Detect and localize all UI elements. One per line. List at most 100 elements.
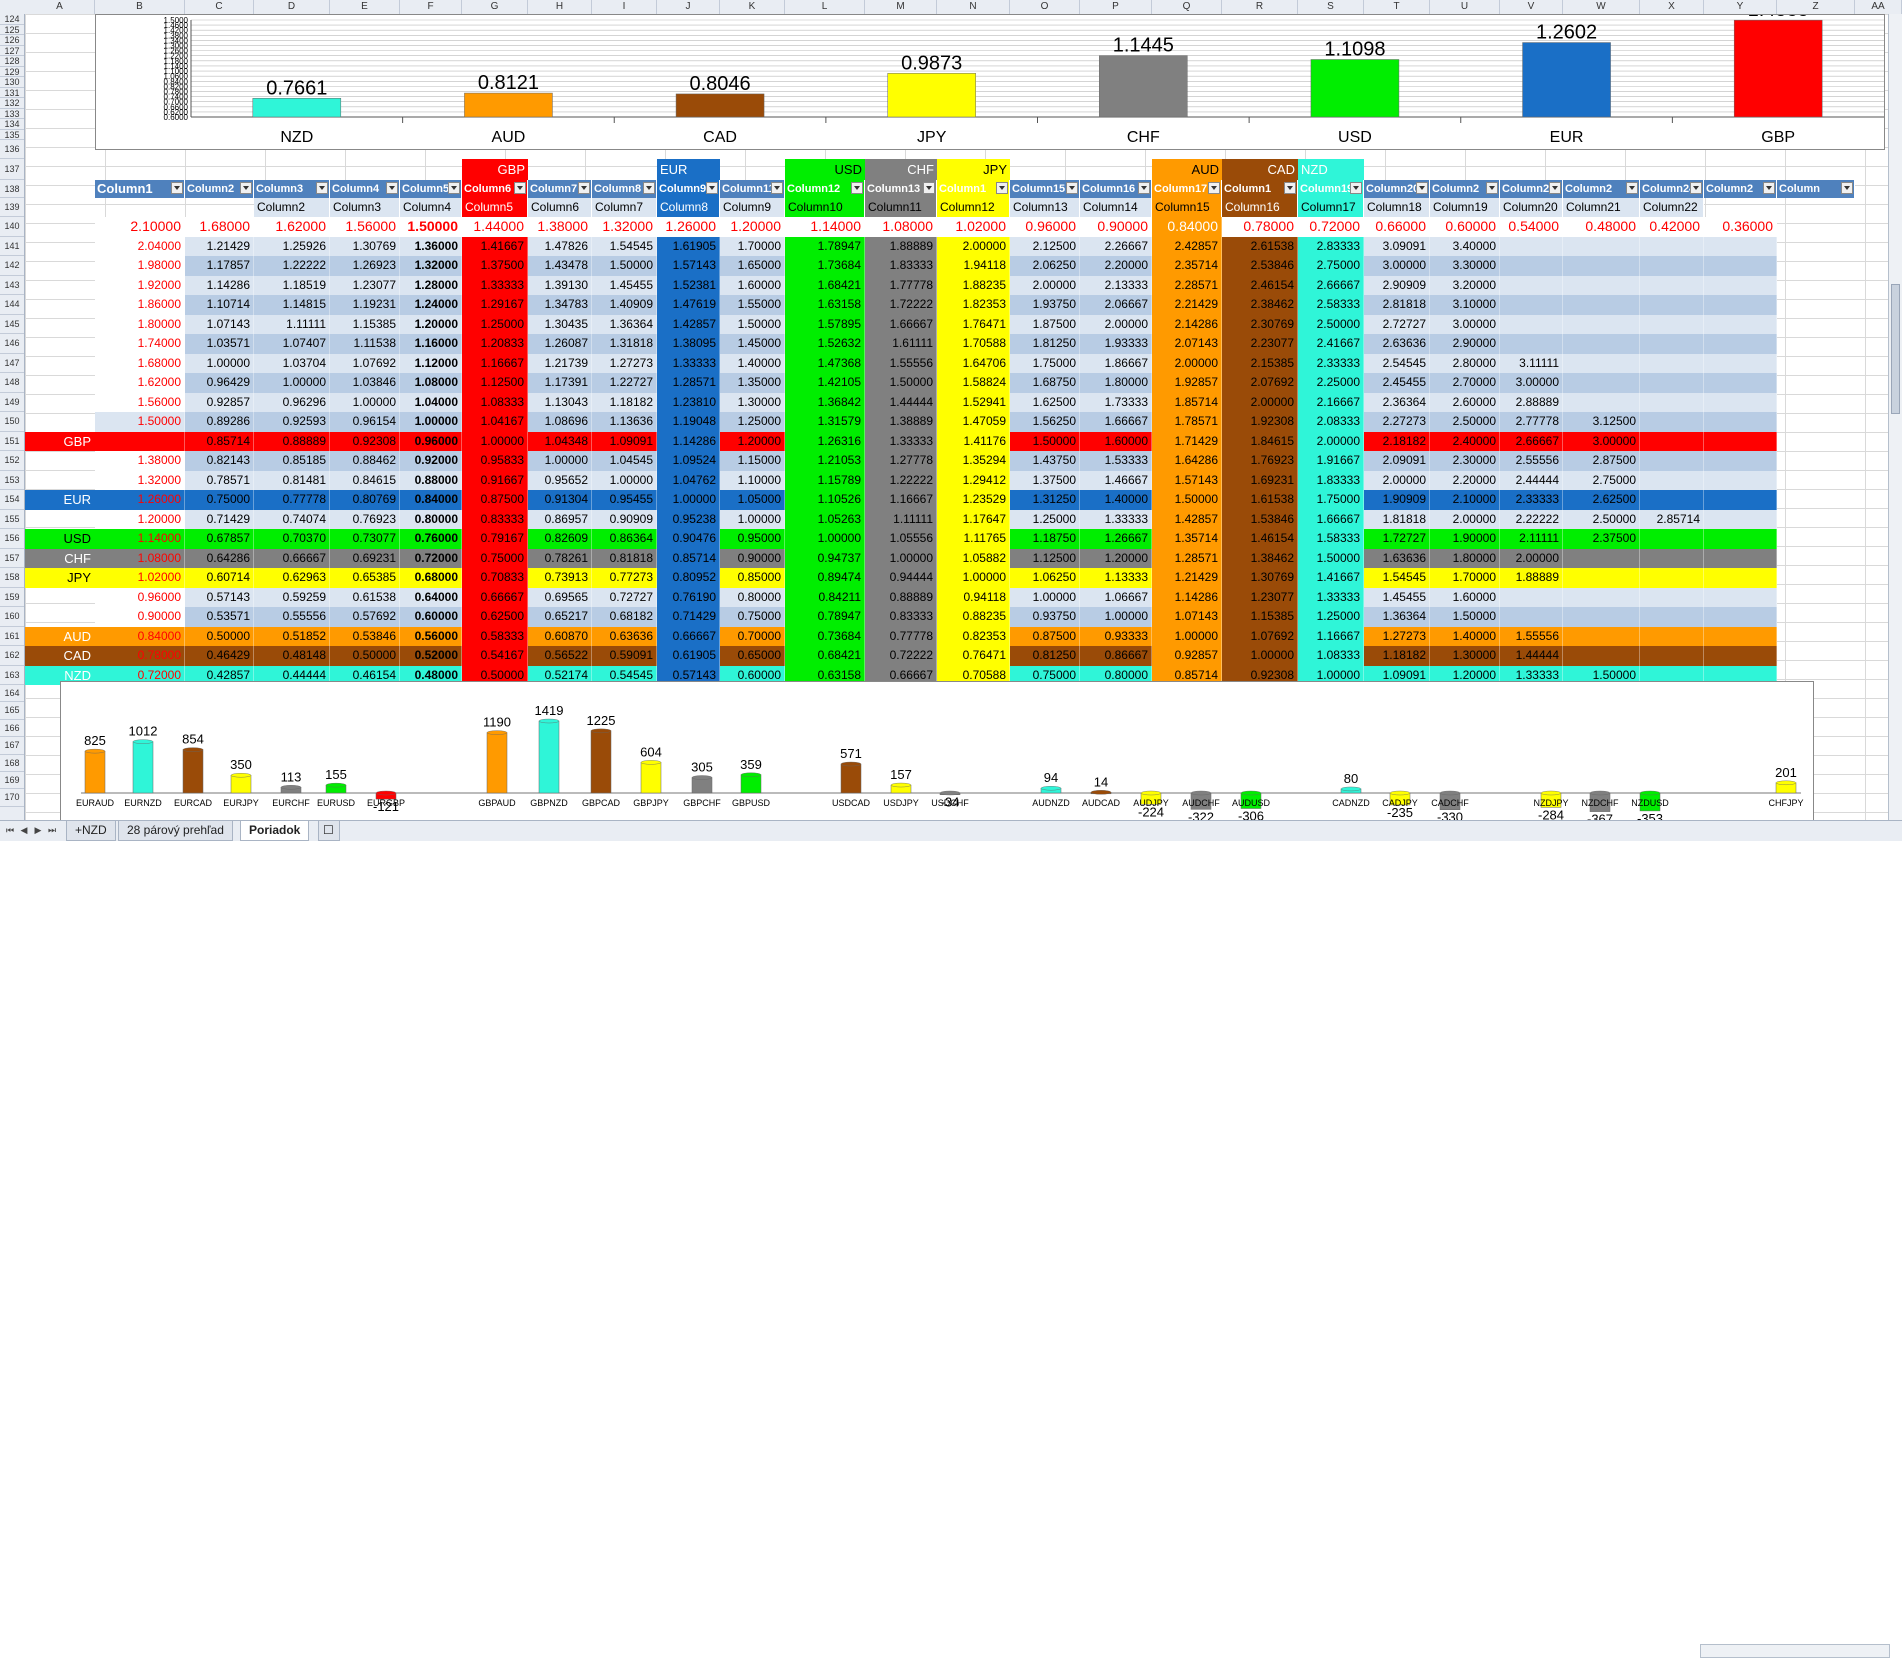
table-cell[interactable]: 0.60000 [400, 607, 462, 627]
table-cell[interactable]: 1.23810 [657, 392, 720, 412]
table-cell[interactable]: 0.90476 [657, 529, 720, 549]
table-cell[interactable]: 1.50000 [865, 373, 937, 393]
table-cell[interactable]: 1.17647 [937, 509, 1010, 529]
table-cell[interactable]: 1.90909 [1364, 490, 1430, 510]
table-cell[interactable]: 1.33333 [1298, 587, 1364, 607]
table-cell[interactable]: 1.14000 [95, 529, 185, 549]
filter-dropdown-icon[interactable] [1416, 182, 1428, 194]
table-cell[interactable]: 1.00000 [657, 490, 720, 510]
table-cell[interactable]: 0.78000 [95, 646, 185, 666]
column-header-G[interactable]: G [462, 0, 528, 14]
table-cell[interactable]: 1.70000 [1430, 568, 1500, 588]
table-cell[interactable]: 1.84615 [1222, 431, 1298, 451]
table-cell[interactable]: 0.53571 [185, 607, 254, 627]
row-header-138[interactable]: 138 [0, 180, 24, 198]
row-header-139[interactable]: 139 [0, 198, 24, 217]
table-cell[interactable]: 0.88000 [400, 470, 462, 490]
tab-nzd[interactable]: +NZD [66, 821, 116, 841]
table-cell[interactable]: 0.79167 [462, 529, 528, 549]
table-cell[interactable]: 0.55556 [254, 607, 330, 627]
table-cell[interactable]: 1.56000 [330, 217, 400, 237]
table-cell[interactable]: 1.40000 [1080, 490, 1152, 510]
table-cell[interactable]: 2.04000 [95, 236, 185, 256]
table-cell[interactable]: 1.26923 [330, 256, 400, 276]
row-header-153[interactable]: 153 [0, 471, 24, 490]
table-cell[interactable]: 1.22222 [865, 470, 937, 490]
table-cell[interactable]: 1.38000 [528, 217, 592, 237]
table-cell[interactable]: 2.20000 [1080, 256, 1152, 276]
row-header-125[interactable]: 125 [0, 25, 24, 35]
table-cell[interactable] [1563, 236, 1640, 256]
table-cell[interactable] [1704, 509, 1777, 529]
table-cell[interactable]: 0.80952 [657, 568, 720, 588]
table-cell[interactable]: 1.25926 [254, 236, 330, 256]
table-cell[interactable]: 0.85714 [1152, 665, 1222, 685]
prev-sheet-icon[interactable]: ◀ [20, 825, 28, 835]
table-header-18[interactable]: Column19 [1298, 180, 1364, 198]
table-header-15[interactable]: Column16 [1080, 180, 1152, 198]
table-cell[interactable]: 1.08000 [865, 217, 937, 237]
table-cell[interactable]: 0.56522 [528, 646, 592, 666]
table-cell[interactable]: 0.76923 [330, 509, 400, 529]
table-header-13[interactable]: Column1 [937, 180, 1010, 198]
table-cell[interactable]: 2.42857 [1152, 236, 1222, 256]
table-cell[interactable]: 2.66667 [1500, 431, 1563, 451]
table-cell[interactable]: 2.40000 [1430, 431, 1500, 451]
filter-dropdown-icon[interactable] [1549, 182, 1561, 194]
table-cell[interactable]: 1.28571 [657, 373, 720, 393]
table-cell[interactable]: 0.73684 [785, 626, 865, 646]
table-cell[interactable]: 0.73077 [330, 529, 400, 549]
row-header-161[interactable]: 161 [0, 627, 24, 646]
table-cell[interactable]: 0.96000 [95, 587, 185, 607]
table-cell[interactable]: 1.12500 [462, 373, 528, 393]
table-cell[interactable]: 2.06250 [1010, 256, 1080, 276]
table-cell[interactable]: 1.13333 [1080, 568, 1152, 588]
table-cell[interactable]: 1.71429 [1152, 431, 1222, 451]
table-cell[interactable] [1704, 275, 1777, 295]
table-cell[interactable]: 3.10000 [1430, 295, 1500, 315]
table-cell[interactable]: 0.86667 [1080, 646, 1152, 666]
table-cell[interactable]: 1.18182 [592, 392, 657, 412]
table-cell[interactable]: 0.65000 [720, 646, 785, 666]
table-cell[interactable]: 1.00000 [1222, 646, 1298, 666]
row-header-141[interactable]: 141 [0, 237, 24, 256]
table-cell[interactable]: 2.00000 [1500, 548, 1563, 568]
table-cell[interactable]: 1.02000 [937, 217, 1010, 237]
table-cell[interactable]: 1.04167 [462, 412, 528, 432]
table-cell[interactable]: 0.73913 [528, 568, 592, 588]
table-cell[interactable]: 1.82353 [937, 295, 1010, 315]
filter-dropdown-icon[interactable] [996, 182, 1008, 194]
table-cell[interactable]: 1.75000 [1298, 490, 1364, 510]
table-header-9[interactable]: Column9 [657, 180, 720, 198]
table-header-22[interactable]: Column2 [1563, 180, 1640, 198]
table-cell[interactable]: 1.64706 [937, 353, 1010, 373]
table-cell[interactable]: 1.50000 [1563, 665, 1640, 685]
table-cell[interactable] [1500, 334, 1563, 354]
table-cell[interactable]: 1.87500 [1010, 314, 1080, 334]
table-cell[interactable]: 2.60000 [1430, 392, 1500, 412]
table-cell[interactable]: 2.90000 [1430, 334, 1500, 354]
table-header-5[interactable]: Column5 [400, 180, 462, 198]
table-cell[interactable] [1704, 353, 1777, 373]
table-cell[interactable]: 1.52381 [657, 275, 720, 295]
table-cell[interactable]: 1.32000 [400, 256, 462, 276]
table-cell[interactable]: 1.08000 [95, 548, 185, 568]
currency-strength-chart[interactable]: 1.5000 1.4600 1.4200 1.3800 1.3400 1.3000 1.26… [95, 0, 1885, 150]
row-header-147[interactable]: 147 [0, 354, 24, 373]
table-cell[interactable]: 2.44444 [1500, 470, 1563, 490]
table-cell[interactable]: 0.85714 [185, 431, 254, 451]
table-cell[interactable]: 0.88235 [937, 607, 1010, 627]
column-header-T[interactable]: T [1364, 0, 1430, 14]
table-cell[interactable]: 2.10000 [95, 217, 185, 237]
filter-dropdown-icon[interactable] [1138, 182, 1150, 194]
table-cell[interactable]: 2.30769 [1222, 314, 1298, 334]
table-cell[interactable]: 1.11538 [330, 334, 400, 354]
table-cell[interactable]: 1.68750 [1010, 373, 1080, 393]
column-header-V[interactable]: V [1500, 0, 1563, 14]
table-cell[interactable]: 1.36364 [1364, 607, 1430, 627]
table-cell[interactable]: 1.33333 [462, 275, 528, 295]
table-cell[interactable]: 1.26000 [657, 217, 720, 237]
table-cell[interactable]: 0.94118 [937, 587, 1010, 607]
table-cell[interactable]: 1.20000 [720, 217, 785, 237]
table-cell[interactable]: 1.44444 [1500, 646, 1563, 666]
